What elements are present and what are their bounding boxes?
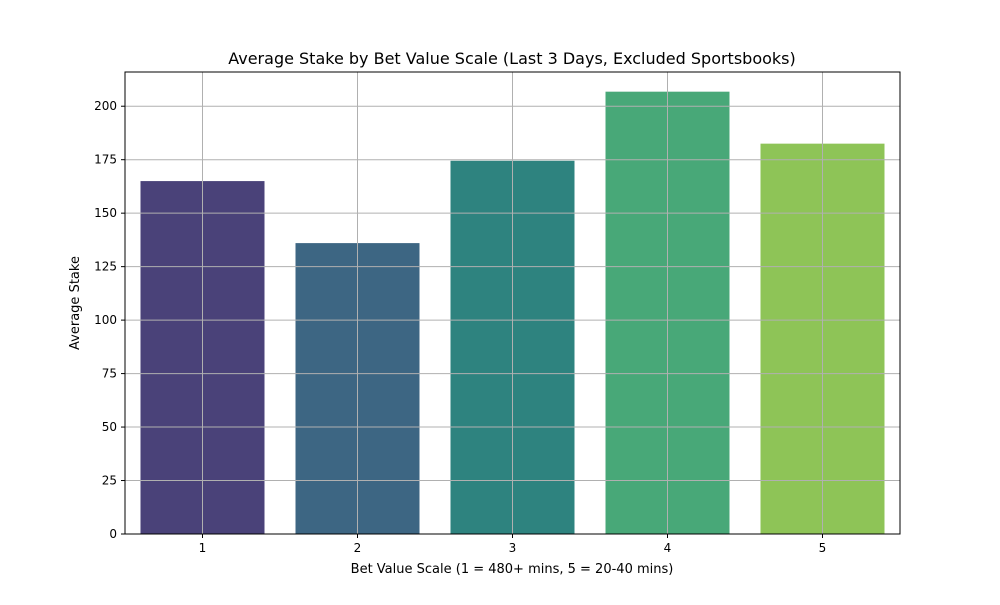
y-tick-label: 125 — [94, 260, 117, 274]
y-tick-label: 200 — [94, 99, 117, 113]
x-tick-label: 1 — [199, 541, 207, 555]
y-tick-label: 0 — [109, 527, 117, 541]
x-tick-label: 2 — [354, 541, 362, 555]
x-tick-label: 3 — [509, 541, 517, 555]
x-tick-label: 4 — [664, 541, 672, 555]
y-tick-label: 150 — [94, 206, 117, 220]
y-axis-label: Average Stake — [68, 256, 83, 350]
chart-title: Average Stake by Bet Value Scale (Last 3… — [228, 49, 796, 68]
y-tick-label: 75 — [102, 367, 117, 381]
grid-lines — [125, 72, 900, 535]
axis-ticks: 0 25 50 75 100 125 150 175 200 1 2 3 4 5 — [94, 99, 826, 555]
y-tick-label: 175 — [94, 153, 117, 167]
x-tick-label: 5 — [819, 541, 827, 555]
x-axis-label: Bet Value Scale (1 = 480+ mins, 5 = 20-4… — [351, 562, 674, 577]
y-tick-label: 50 — [102, 420, 117, 434]
y-tick-label: 25 — [102, 474, 117, 488]
y-tick-label: 100 — [94, 313, 117, 327]
